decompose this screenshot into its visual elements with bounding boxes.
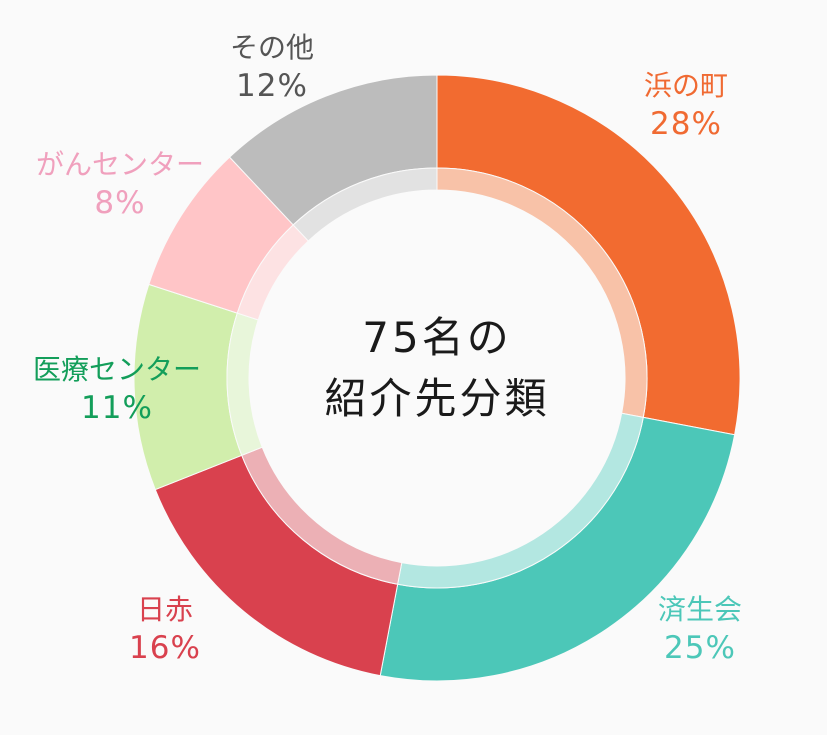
segment-label: 済生会 25%: [658, 592, 742, 669]
segment-label-name: 日赤: [136, 593, 193, 626]
center-title-line-2: 紹介先分類: [324, 373, 550, 423]
segment-label-percent: 11%: [81, 390, 153, 427]
segment-label-name: 医療センター: [32, 353, 202, 386]
chart-center-title: 75名の 紹介先分類: [324, 308, 549, 430]
donut-segment: [379, 412, 736, 682]
segment-label-percent: 16%: [129, 630, 201, 667]
segment-label-percent: 12%: [236, 68, 308, 105]
segment-label: 日赤 16%: [129, 592, 201, 669]
segment-label-name: その他: [229, 31, 315, 64]
segment-label: がんセンター 8%: [36, 147, 204, 224]
donut-segment: [148, 156, 310, 321]
segment-label: その他 12%: [230, 30, 314, 107]
segment-label-name: 済生会: [657, 593, 743, 626]
segment-label-percent: 25%: [664, 630, 736, 667]
donut-segment: [228, 74, 438, 242]
segment-label-percent: 28%: [650, 106, 722, 143]
segment-label-name: 浜の町: [643, 69, 729, 102]
segment-label: 医療センター 11%: [33, 352, 201, 429]
segment-label-name: がんセンター: [35, 148, 205, 181]
segment-label: 浜の町 28%: [644, 68, 728, 145]
segment-label-percent: 8%: [94, 185, 146, 222]
donut-hole: [249, 190, 625, 566]
center-title-line-1: 75名の: [362, 313, 512, 362]
